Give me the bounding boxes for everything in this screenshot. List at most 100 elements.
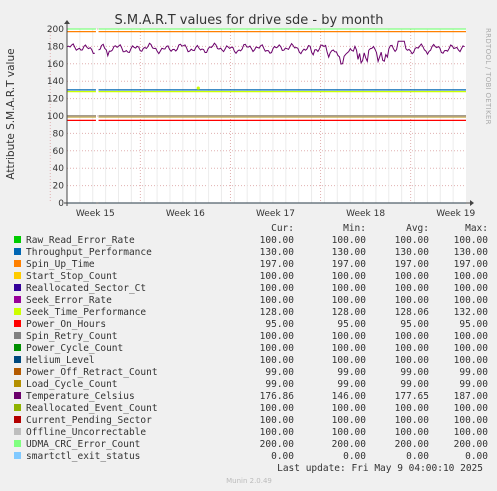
legend-row: Spin_Up_Time 197.00 197.00 197.00 197.00 bbox=[14, 259, 488, 270]
legend-value: 130.00 bbox=[332, 247, 367, 258]
series-spike bbox=[196, 86, 200, 90]
legend-label: smartctl_exit_status bbox=[26, 451, 140, 462]
legend-value: 100.00 bbox=[260, 235, 295, 246]
legend-label: Start_Stop_Count bbox=[26, 271, 118, 282]
legend-value: 100.00 bbox=[395, 415, 430, 426]
legend-value: 100.00 bbox=[260, 283, 295, 294]
legend-swatch bbox=[14, 260, 21, 267]
legend-row: Offline_Uncorrectable 100.00 100.00 100.00 1… bbox=[14, 427, 488, 438]
legend-value: 100.00 bbox=[395, 331, 430, 342]
legend-value: 146.00 bbox=[332, 391, 367, 402]
legend-value: 100.00 bbox=[332, 427, 367, 438]
last-update: Last update: Fri May 9 04:00:10 2025 bbox=[277, 463, 483, 474]
legend: Raw_Read_Error_Rate 100.00 100.00 100.00 100… bbox=[14, 235, 488, 462]
y-tick-label: 0 bbox=[58, 199, 64, 209]
legend-value: 95.00 bbox=[400, 319, 429, 330]
legend-swatch bbox=[14, 392, 21, 399]
legend-value: 100.00 bbox=[395, 235, 430, 246]
legend-value: 200.00 bbox=[395, 439, 430, 450]
legend-label: Offline_Uncorrectable bbox=[26, 427, 146, 438]
legend-swatch bbox=[14, 284, 21, 291]
legend-value: 100.00 bbox=[395, 343, 430, 354]
axes bbox=[64, 20, 474, 206]
legend-column-header: Min: bbox=[343, 223, 366, 234]
legend-value: 0.00 bbox=[343, 451, 366, 462]
legend-swatch bbox=[14, 380, 21, 387]
y-tick-labels: 0 20 40 60 80 100 120 140 160 180 200 bbox=[47, 25, 64, 209]
rrdtool-side-label: RRDTOOL / TOBI OETIKER bbox=[484, 28, 492, 125]
legend-row: UDMA_CRC_Error_Count 200.00 200.00 200.00 20… bbox=[14, 439, 488, 450]
legend-value: 100.00 bbox=[454, 283, 489, 294]
legend-swatch bbox=[14, 272, 21, 279]
legend-value: 0.00 bbox=[465, 451, 488, 462]
series-line-temperature bbox=[66, 40, 465, 65]
legend-value: 95.00 bbox=[459, 319, 488, 330]
legend-label: Spin_Retry_Count bbox=[26, 331, 118, 342]
legend-value: 0.00 bbox=[271, 451, 294, 462]
legend-value: 100.00 bbox=[454, 343, 489, 354]
legend-value: 100.00 bbox=[332, 343, 367, 354]
legend-value: 100.00 bbox=[395, 283, 430, 294]
legend-row: Power_On_Hours 95.00 95.00 95.00 95.00 bbox=[14, 319, 488, 330]
x-tick-label: Week 18 bbox=[346, 209, 385, 219]
legend-value: 100.00 bbox=[454, 295, 489, 306]
legend-value: 187.00 bbox=[454, 391, 489, 402]
y-tick-label: 160 bbox=[47, 60, 64, 70]
legend-value: 100.00 bbox=[260, 343, 295, 354]
legend-swatch bbox=[14, 404, 21, 411]
legend-value: 100.00 bbox=[332, 331, 367, 342]
legend-row: Reallocated_Event_Count 100.00 100.00 100.0… bbox=[14, 403, 488, 414]
y-tick-label: 120 bbox=[47, 95, 64, 105]
legend-value: 132.00 bbox=[454, 307, 489, 318]
legend-value: 100.00 bbox=[260, 415, 295, 426]
y-tick-label: 40 bbox=[53, 164, 65, 174]
legend-value: 100.00 bbox=[332, 295, 367, 306]
legend-column-header: Max: bbox=[465, 223, 488, 234]
legend-row: Start_Stop_Count 100.00 100.00 100.00 100.00 bbox=[14, 271, 488, 282]
legend-value: 100.00 bbox=[260, 295, 295, 306]
legend-label: Helium_Level bbox=[26, 355, 95, 366]
legend-value: 100.00 bbox=[395, 295, 430, 306]
legend-label: Load_Cycle_Count bbox=[26, 379, 118, 390]
legend-value: 128.00 bbox=[332, 307, 367, 318]
legend-value: 99.00 bbox=[400, 367, 429, 378]
legend-value: 0.00 bbox=[406, 451, 429, 462]
legend-value: 200.00 bbox=[454, 439, 489, 450]
y-tick-label: 20 bbox=[53, 182, 65, 192]
legend-value: 197.00 bbox=[260, 259, 295, 270]
legend-swatch bbox=[14, 248, 21, 255]
legend-row: Reallocated_Sector_Ct 100.00 100.00 100.00 1… bbox=[14, 283, 488, 294]
legend-row: Seek_Time_Performance 128.00 128.00 128.06 1… bbox=[14, 307, 488, 318]
legend-row: Raw_Read_Error_Rate 100.00 100.00 100.00 100… bbox=[14, 235, 488, 246]
legend-value: 100.00 bbox=[260, 427, 295, 438]
legend-column-header: Cur: bbox=[271, 223, 294, 234]
legend-value: 100.00 bbox=[395, 403, 430, 414]
legend-label: Power_Off_Retract_Count bbox=[26, 367, 158, 378]
legend-swatch bbox=[14, 368, 21, 375]
legend-value: 100.00 bbox=[454, 415, 489, 426]
legend-value: 99.00 bbox=[265, 379, 294, 390]
legend-row: Current_Pending_Sector 100.00 100.00 100.00… bbox=[14, 415, 488, 426]
legend-value: 197.00 bbox=[332, 259, 367, 270]
legend-value: 100.00 bbox=[332, 403, 367, 414]
legend-value: 99.00 bbox=[459, 379, 488, 390]
legend-swatch bbox=[14, 428, 21, 435]
legend-label: Throughput_Performance bbox=[26, 247, 152, 258]
legend-value: 176.86 bbox=[260, 391, 295, 402]
legend-swatch bbox=[14, 308, 21, 315]
legend-swatch bbox=[14, 320, 21, 327]
legend-row: Power_Cycle_Count 100.00 100.00 100.00 100.0… bbox=[14, 343, 488, 354]
legend-value: 99.00 bbox=[400, 379, 429, 390]
legend-label: Power_Cycle_Count bbox=[26, 343, 123, 354]
x-tick-labels: Week 15 Week 16 Week 17 Week 18 Week 19 bbox=[76, 209, 476, 219]
legend-value: 100.00 bbox=[260, 403, 295, 414]
legend-label: Current_Pending_Sector bbox=[26, 415, 152, 426]
y-tick-label: 100 bbox=[47, 112, 64, 122]
legend-value: 197.00 bbox=[454, 259, 489, 270]
x-tick-label: Week 15 bbox=[76, 209, 115, 219]
y-axis-arrow bbox=[64, 20, 70, 24]
legend-label: Raw_Read_Error_Rate bbox=[26, 235, 135, 246]
legend-swatch bbox=[14, 440, 21, 447]
legend-swatch bbox=[14, 452, 21, 459]
